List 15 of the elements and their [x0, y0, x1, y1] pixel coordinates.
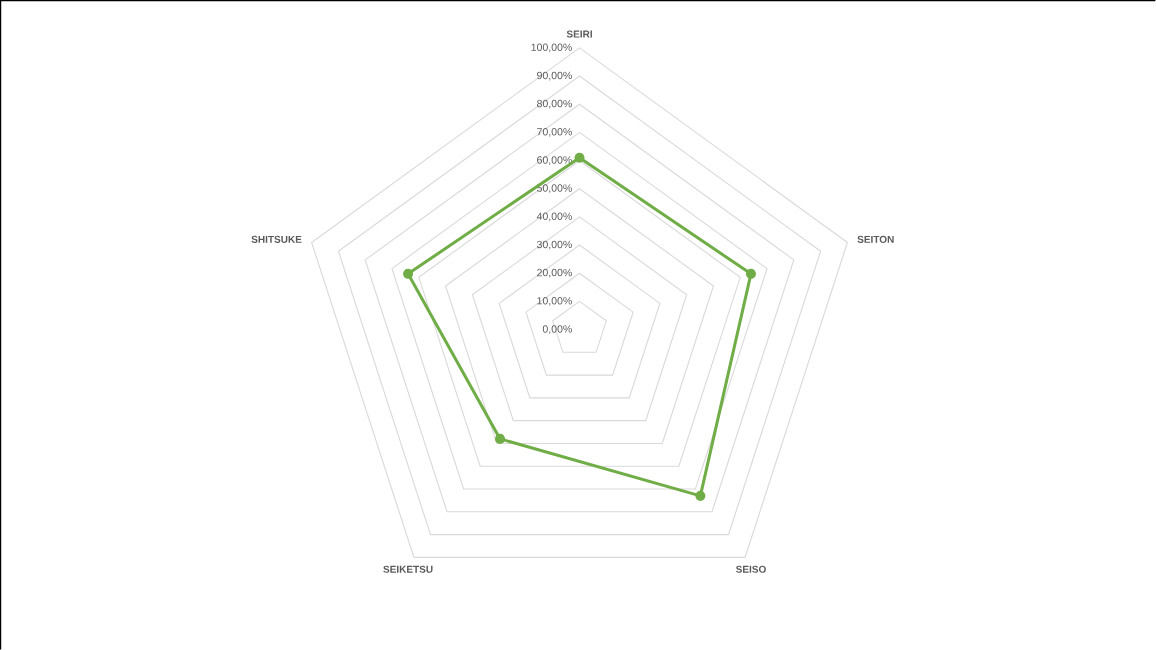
y-tick-label: 40,00% — [536, 212, 572, 222]
spoke-label: SEISO — [735, 565, 766, 573]
y-tick-label: 100,00% — [531, 43, 572, 53]
y-tick-label: 80,00% — [537, 99, 572, 109]
spoke-label: SEIRI — [566, 30, 592, 38]
spoke-label: SHITSUKE — [251, 235, 302, 243]
y-tick-label: 0,00% — [542, 325, 572, 334]
y-tick-label: 30,00% — [536, 240, 572, 250]
y-tick-label: 10,00% — [537, 297, 572, 306]
spoke-label: SEITON — [857, 235, 894, 243]
y-tick-label: 70,00% — [537, 128, 572, 137]
y-tick-label: 20,00% — [537, 268, 572, 278]
spoke-label: SEIKETSU — [383, 565, 433, 573]
y-tick-label: 60,00% — [537, 156, 572, 165]
y-tick-label: 90,00% — [537, 71, 572, 81]
